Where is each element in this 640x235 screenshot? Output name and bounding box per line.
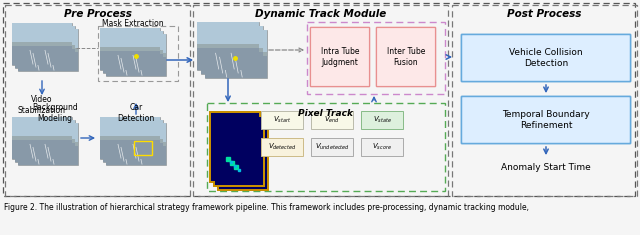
Bar [261, 111, 303, 129]
Bar [100, 117, 160, 159]
Bar [12, 140, 72, 159]
Bar [15, 139, 75, 162]
Bar [15, 26, 75, 45]
Bar [211, 113, 259, 181]
Bar [134, 141, 152, 155]
Bar [205, 56, 267, 78]
Bar [18, 146, 78, 165]
Text: Anomaly Start Time: Anomaly Start Time [501, 164, 591, 172]
Bar [15, 49, 75, 68]
Text: Pixel Track: Pixel Track [298, 110, 353, 118]
Bar [106, 123, 166, 142]
Bar [12, 136, 72, 159]
Bar [18, 29, 78, 48]
Bar [12, 46, 72, 65]
Bar [12, 23, 72, 42]
Bar [100, 28, 160, 70]
Bar [213, 115, 265, 187]
FancyBboxPatch shape [376, 27, 436, 87]
Bar [103, 143, 163, 162]
Bar [103, 139, 163, 162]
Bar [197, 44, 259, 70]
Text: Inter Tube
Fusion: Inter Tube Fusion [387, 47, 425, 67]
Bar [103, 31, 163, 73]
Bar [106, 142, 166, 165]
FancyBboxPatch shape [461, 96, 630, 144]
Bar [18, 29, 78, 71]
Bar [18, 48, 78, 71]
Bar [205, 52, 267, 78]
Bar [106, 57, 166, 76]
Bar [201, 48, 263, 74]
Bar [18, 123, 78, 165]
Bar [15, 45, 75, 68]
Bar [106, 34, 166, 76]
Bar [219, 121, 267, 189]
Text: $V_{state}$: $V_{state}$ [372, 115, 392, 125]
Bar [201, 52, 263, 74]
Bar [100, 47, 160, 70]
Bar [15, 143, 75, 162]
Bar [197, 22, 259, 44]
Bar [18, 142, 78, 165]
Text: Dynamic Track Module: Dynamic Track Module [255, 9, 386, 19]
Bar [106, 123, 166, 165]
Bar [209, 111, 261, 183]
Bar [106, 53, 166, 76]
Bar [100, 136, 160, 159]
Bar [261, 138, 303, 156]
Text: Video
Stabilization: Video Stabilization [18, 95, 66, 115]
Text: Car
Detection: Car Detection [117, 103, 155, 123]
Bar [361, 138, 403, 156]
Bar [201, 26, 263, 48]
Text: Vehicle Collision
Detection: Vehicle Collision Detection [509, 48, 583, 68]
Bar [100, 140, 160, 159]
Text: Temporal Boundary
Refinement: Temporal Boundary Refinement [502, 110, 590, 130]
Text: Pre Process: Pre Process [63, 9, 131, 19]
Bar [103, 50, 163, 73]
Bar [106, 146, 166, 165]
Text: $V_{undetected}$: $V_{undetected}$ [315, 142, 349, 152]
Bar [12, 117, 72, 159]
Bar [12, 117, 72, 136]
Bar [12, 42, 72, 65]
Bar [197, 48, 259, 70]
Bar [311, 111, 353, 129]
Bar [197, 22, 259, 70]
Bar [103, 120, 163, 139]
Text: Mask Extraction: Mask Extraction [102, 20, 164, 28]
Text: $V_{detected}$: $V_{detected}$ [268, 142, 296, 152]
Text: Post Process: Post Process [508, 9, 582, 19]
Text: $V_{end}$: $V_{end}$ [324, 115, 340, 125]
FancyBboxPatch shape [310, 27, 370, 87]
Bar [15, 26, 75, 68]
Bar [106, 34, 166, 53]
Bar [201, 26, 263, 74]
Bar [103, 120, 163, 162]
Bar [100, 28, 160, 47]
Bar [311, 138, 353, 156]
Bar [103, 54, 163, 73]
Bar [18, 52, 78, 71]
Bar [361, 111, 403, 129]
Bar [100, 51, 160, 70]
Text: Background
Modeling: Background Modeling [32, 103, 78, 123]
Bar [18, 123, 78, 142]
FancyBboxPatch shape [461, 34, 630, 82]
Text: Intra Tube
Judgment: Intra Tube Judgment [321, 47, 359, 67]
Bar [15, 120, 75, 162]
Bar [12, 23, 72, 65]
Bar [215, 117, 263, 185]
Bar [15, 120, 75, 139]
Bar [103, 31, 163, 50]
Text: $V_{start}$: $V_{start}$ [273, 115, 291, 125]
Text: Figure 2. The illustration of hierarchical strategy framework pipeline. This fra: Figure 2. The illustration of hierarchic… [4, 203, 529, 212]
Bar [205, 30, 267, 78]
Bar [217, 119, 269, 191]
Bar [100, 117, 160, 136]
Bar [205, 30, 267, 52]
Text: $V_{score}$: $V_{score}$ [372, 142, 392, 152]
